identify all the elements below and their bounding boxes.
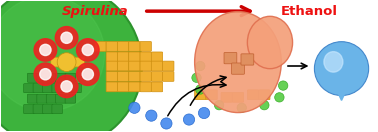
FancyBboxPatch shape [195,90,206,100]
FancyBboxPatch shape [52,84,62,93]
FancyBboxPatch shape [51,57,62,67]
FancyBboxPatch shape [33,105,43,114]
Ellipse shape [61,32,72,43]
FancyBboxPatch shape [151,52,163,62]
Ellipse shape [275,93,284,102]
FancyBboxPatch shape [106,61,118,71]
FancyBboxPatch shape [140,61,151,71]
Ellipse shape [82,44,93,56]
FancyBboxPatch shape [247,90,259,100]
Polygon shape [322,61,361,100]
Ellipse shape [279,81,288,90]
Ellipse shape [34,39,57,61]
FancyBboxPatch shape [73,57,85,67]
Ellipse shape [0,0,105,111]
FancyBboxPatch shape [56,73,66,82]
Ellipse shape [324,52,343,72]
FancyBboxPatch shape [118,82,129,92]
FancyBboxPatch shape [106,42,118,51]
Ellipse shape [146,110,157,121]
FancyBboxPatch shape [140,42,151,51]
FancyBboxPatch shape [163,72,174,81]
FancyBboxPatch shape [206,90,217,100]
Text: Ethanol: Ethanol [281,5,338,18]
FancyBboxPatch shape [37,94,47,103]
Ellipse shape [55,27,78,49]
FancyBboxPatch shape [151,61,163,71]
FancyBboxPatch shape [65,94,76,103]
FancyBboxPatch shape [232,63,244,74]
FancyBboxPatch shape [118,42,129,51]
FancyBboxPatch shape [140,82,151,92]
Ellipse shape [192,73,201,82]
Ellipse shape [195,61,205,71]
Text: Spirulina: Spirulina [62,5,128,18]
Ellipse shape [314,42,369,96]
FancyBboxPatch shape [106,52,118,62]
FancyBboxPatch shape [28,73,38,82]
FancyBboxPatch shape [129,72,140,81]
FancyBboxPatch shape [106,82,118,92]
Ellipse shape [237,103,246,112]
Ellipse shape [76,63,99,85]
FancyBboxPatch shape [65,73,76,82]
FancyBboxPatch shape [232,93,243,102]
FancyBboxPatch shape [52,105,62,114]
FancyBboxPatch shape [61,84,72,93]
Ellipse shape [40,69,51,80]
FancyBboxPatch shape [56,94,66,103]
FancyBboxPatch shape [224,53,237,64]
FancyBboxPatch shape [259,90,270,100]
Ellipse shape [195,85,205,94]
FancyBboxPatch shape [129,42,140,51]
FancyBboxPatch shape [62,57,73,67]
FancyBboxPatch shape [46,73,57,82]
FancyBboxPatch shape [106,72,118,81]
Ellipse shape [161,118,172,129]
FancyBboxPatch shape [140,72,151,81]
Ellipse shape [76,39,99,61]
Ellipse shape [129,102,140,113]
FancyBboxPatch shape [140,52,151,62]
Ellipse shape [260,100,269,110]
FancyBboxPatch shape [163,61,174,71]
Ellipse shape [82,69,93,80]
FancyBboxPatch shape [241,54,254,65]
FancyBboxPatch shape [118,61,129,71]
Ellipse shape [34,63,57,85]
FancyBboxPatch shape [129,52,140,62]
FancyBboxPatch shape [151,72,163,81]
FancyBboxPatch shape [118,72,129,81]
FancyBboxPatch shape [24,105,34,114]
FancyBboxPatch shape [95,42,106,51]
FancyBboxPatch shape [37,73,47,82]
FancyBboxPatch shape [71,84,81,93]
FancyBboxPatch shape [42,105,53,114]
Ellipse shape [247,16,293,69]
FancyBboxPatch shape [118,52,129,62]
FancyBboxPatch shape [46,94,57,103]
Ellipse shape [40,44,51,56]
FancyBboxPatch shape [151,82,163,92]
FancyBboxPatch shape [33,84,43,93]
Ellipse shape [195,12,281,113]
FancyBboxPatch shape [28,94,38,103]
Ellipse shape [0,0,142,132]
FancyBboxPatch shape [24,84,34,93]
Ellipse shape [183,114,195,125]
FancyBboxPatch shape [129,61,140,71]
Ellipse shape [61,81,72,92]
Ellipse shape [55,75,78,98]
Ellipse shape [198,107,210,119]
FancyBboxPatch shape [129,82,140,92]
FancyBboxPatch shape [221,93,232,102]
Ellipse shape [57,53,76,71]
FancyBboxPatch shape [42,84,53,93]
Ellipse shape [214,100,224,110]
